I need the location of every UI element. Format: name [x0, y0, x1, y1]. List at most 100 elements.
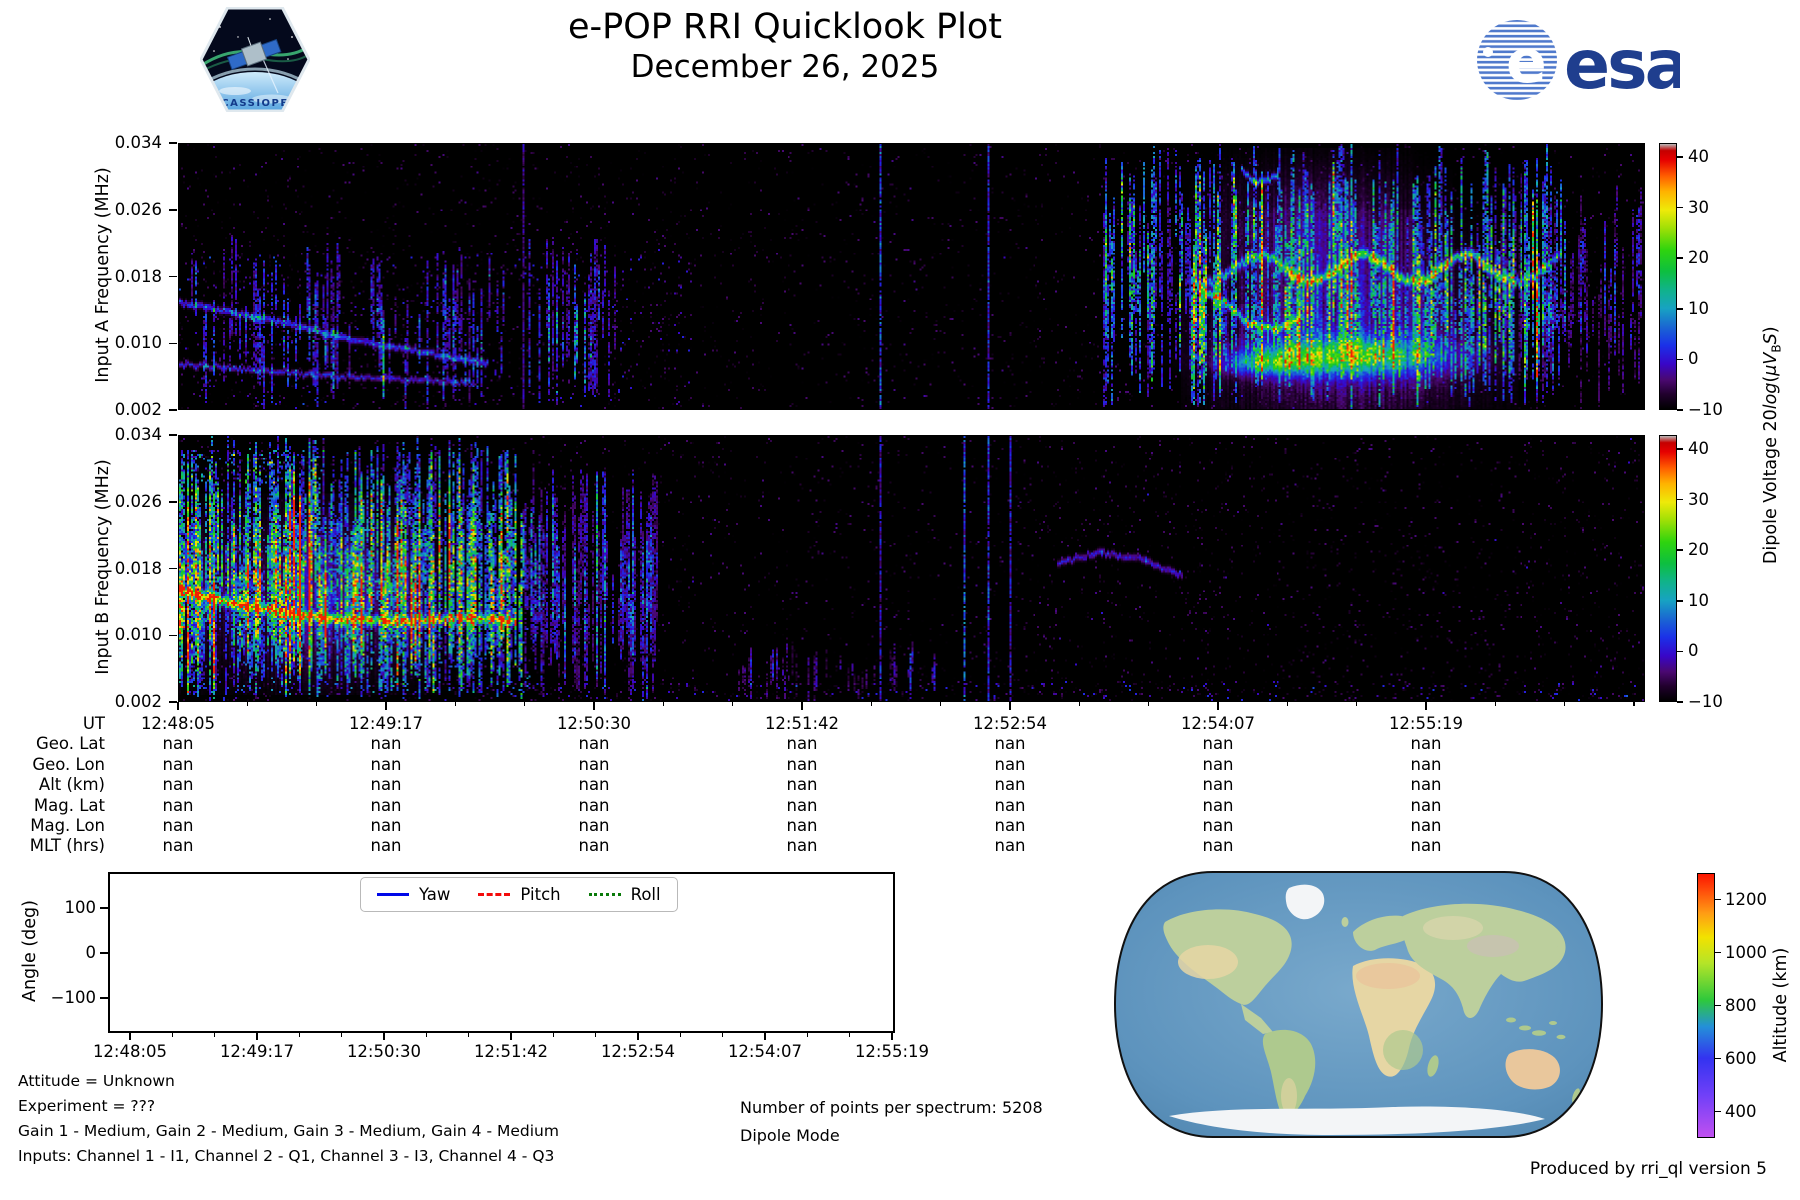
- angle-time-label: 12:51:42: [473, 1042, 549, 1061]
- ephemeris-value: nan: [370, 754, 402, 774]
- ephemeris-value: 12:52:54: [972, 714, 1048, 733]
- time-tick-mark: [662, 702, 665, 706]
- pitch-label: Pitch: [520, 885, 561, 904]
- title-block: e-POP RRI Quicklook Plot December 26, 20…: [0, 6, 1570, 86]
- freq-tick-label: 0.026: [114, 199, 162, 219]
- world-map: [1113, 871, 1604, 1138]
- ephemeris-row-label: MLT (hrs): [29, 836, 105, 856]
- colorbar-tick-mark: [1677, 358, 1683, 361]
- time-tick-mark: [385, 702, 387, 710]
- dipole-mode-note: Dipole Mode: [740, 1126, 840, 1145]
- freq-tick-label: 0.034: [114, 425, 162, 444]
- angle-time-tick-mark: [679, 1033, 682, 1037]
- ephemeris-value: nan: [1410, 754, 1442, 774]
- freq-tick-label: 0.010: [114, 625, 162, 645]
- ephemeris-value: nan: [578, 836, 610, 856]
- colorbar-tick-label: 10: [1688, 590, 1709, 610]
- ephemeris-row-label: Mag. Lon: [30, 816, 105, 835]
- ephemeris-value: nan: [370, 816, 402, 835]
- freq-tick-label: 0.002: [114, 692, 162, 711]
- freq-tick-mark: [169, 142, 177, 144]
- pitch-line-icon: [478, 893, 511, 896]
- ephemeris-value: nan: [578, 775, 610, 795]
- time-tick-mark: [315, 702, 318, 706]
- time-tick-mark: [731, 702, 734, 706]
- freq-tick-label: 0.026: [114, 491, 162, 511]
- angle-tick-label: 0: [85, 943, 97, 962]
- colorbar-tick-mark: [1677, 156, 1683, 158]
- input-b-spectrogram: [178, 435, 1645, 702]
- ephemeris-value: 12:50:30: [556, 714, 632, 733]
- colorbar-tick-mark: [1677, 600, 1683, 602]
- altitude-tick-mark: [1715, 951, 1721, 954]
- ephemeris-value: nan: [370, 775, 402, 795]
- altitude-tick-mark: [1715, 898, 1721, 901]
- ephemeris-value: nan: [786, 754, 818, 774]
- satellite: [226, 36, 282, 71]
- angle-time-tick-mark: [467, 1033, 470, 1037]
- time-tick-mark: [939, 702, 942, 706]
- ephemeris-value: nan: [994, 816, 1026, 835]
- time-tick-mark: [1147, 702, 1150, 706]
- attitude-note: Attitude = Unknown: [18, 1072, 175, 1090]
- time-tick-mark: [1286, 702, 1289, 706]
- ephemeris-value: nan: [370, 836, 402, 856]
- angle-time-tick-mark: [383, 1033, 385, 1040]
- time-tick-mark: [870, 702, 873, 706]
- freq-tick-mark: [169, 701, 177, 703]
- altitude-tick-label: 1200: [1725, 889, 1767, 909]
- freq-tick-mark: [169, 501, 177, 503]
- time-tick-mark: [1563, 702, 1566, 706]
- ephemeris-value: nan: [1202, 795, 1234, 815]
- colorbar-tick-mark: [1677, 257, 1683, 259]
- colorbar-tick-label: 30: [1688, 489, 1709, 509]
- ephemeris-value: nan: [994, 775, 1026, 795]
- cassiope-logo-text: CASSIOPE: [221, 98, 288, 109]
- roll-line-icon: [588, 893, 621, 896]
- dipole-colorbar-b: [1659, 435, 1677, 702]
- freq-tick-label: 0.002: [114, 400, 162, 419]
- colorbar-tick-label: −10: [1688, 692, 1723, 711]
- ephemeris-value: nan: [578, 795, 610, 815]
- angle-time-label: 12:50:30: [346, 1042, 422, 1061]
- angle-time-tick-mark: [129, 1033, 131, 1040]
- ephemeris-value: nan: [1410, 816, 1442, 835]
- ephemeris-value: nan: [994, 836, 1026, 856]
- colorbar-tick-mark: [1677, 308, 1683, 310]
- angle-time-tick-mark: [891, 1033, 893, 1040]
- dipole-label-subscript: B: [1769, 344, 1784, 353]
- freq-tick-mark: [169, 567, 177, 570]
- colorbar-tick-mark: [1677, 650, 1683, 653]
- colorbar-tick-mark: [1677, 498, 1683, 501]
- attitude-legend: Yaw Pitch Roll: [360, 877, 678, 912]
- ephemeris-value: nan: [578, 754, 610, 774]
- ephemeris-value: nan: [162, 816, 194, 835]
- colorbar-tick-label: 0: [1688, 641, 1699, 661]
- ephemeris-value: nan: [162, 734, 194, 754]
- ephemeris-value: nan: [1202, 775, 1234, 795]
- angle-time-tick-mark: [637, 1033, 639, 1040]
- angle-time-tick-mark: [594, 1033, 597, 1037]
- colorbar-tick-label: 40: [1688, 438, 1709, 458]
- ephemeris-row-label: Alt (km): [38, 775, 105, 795]
- ephemeris-value: 12:55:19: [1388, 714, 1464, 733]
- ephemeris-value: nan: [162, 795, 194, 815]
- angle-time-tick-mark: [764, 1033, 766, 1040]
- ephemeris-value: nan: [786, 816, 818, 835]
- colorbar-tick-label: 40: [1688, 146, 1709, 166]
- freq-tick-mark: [169, 342, 177, 344]
- ephemeris-value: nan: [1202, 816, 1234, 835]
- angle-time-tick-mark: [552, 1033, 555, 1037]
- altitude-colorbar: [1697, 873, 1715, 1138]
- atmosphere-glow: [201, 67, 309, 111]
- ephemeris-row-label: Geo. Lon: [32, 754, 105, 774]
- time-tick-mark: [593, 702, 595, 710]
- esa-e-glyph: e: [1506, 27, 1547, 97]
- freq-tick-mark: [169, 634, 177, 636]
- angle-time-label: 12:49:17: [219, 1042, 295, 1061]
- angle-time-label: 12:52:54: [600, 1042, 676, 1061]
- angle-time-tick-mark: [298, 1033, 301, 1037]
- dipole-label-paren: (: [1760, 375, 1781, 383]
- dipole-label-text: Dipole Voltage 20: [1760, 409, 1781, 565]
- esa-logo: e esa: [1477, 20, 1680, 102]
